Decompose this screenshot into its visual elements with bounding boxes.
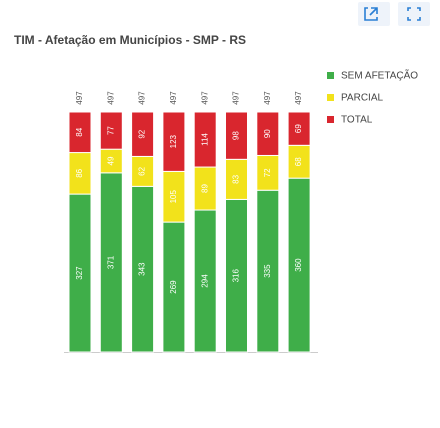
total-label: 497 [169, 91, 178, 105]
bar-segment [287, 111, 311, 146]
total-label: 497 [294, 91, 303, 105]
chart-title: TIM - Afetação em Municípios - SMP - RS [14, 33, 246, 47]
data-label: 69 [294, 124, 303, 133]
data-label: 83 [232, 174, 241, 183]
bar-segment [162, 111, 186, 172]
data-label: 92 [138, 129, 147, 138]
bar-segment [256, 111, 280, 156]
bar-segment [225, 111, 248, 160]
data-label: 114 [200, 133, 209, 146]
legend-swatch [327, 94, 334, 101]
bar-segment [68, 111, 92, 154]
data-label: 105 [169, 190, 178, 204]
total-label: 497 [200, 91, 209, 105]
data-label: 49 [106, 156, 115, 165]
legend-swatch [327, 116, 334, 123]
data-label: 89 [200, 184, 209, 193]
export-button[interactable] [358, 2, 390, 26]
data-label: 123 [169, 134, 178, 148]
data-label: 90 [263, 129, 272, 138]
data-label: 316 [232, 268, 241, 282]
data-label: 84 [75, 127, 84, 136]
data-label: 360 [294, 258, 303, 272]
legend-label: TOTAL [341, 115, 373, 126]
data-label: 98 [232, 131, 241, 140]
toolbar [358, 2, 430, 26]
bar-segment [193, 111, 217, 168]
data-label: 343 [138, 262, 147, 276]
data-label: 294 [200, 274, 209, 288]
data-label: 371 [106, 255, 115, 269]
expand-icon [407, 7, 421, 21]
data-label: 269 [169, 280, 178, 294]
data-label: 86 [75, 168, 84, 177]
export-icon [364, 7, 378, 21]
data-label: 335 [263, 264, 272, 278]
total-label: 497 [75, 91, 84, 105]
total-label: 497 [138, 91, 147, 105]
total-label: 497 [263, 91, 272, 105]
data-label: 62 [138, 166, 147, 175]
data-label: 72 [263, 168, 272, 177]
expand-button[interactable] [398, 2, 430, 26]
total-label: 497 [232, 91, 241, 105]
total-label: 497 [106, 91, 115, 105]
legend-label: SEM AFETAÇÃO [341, 69, 418, 82]
data-label: 68 [294, 157, 303, 166]
data-label: 327 [75, 266, 84, 280]
legend-label: PARCIAL [341, 93, 383, 104]
data-label: 77 [106, 126, 115, 135]
bar-segment [99, 111, 123, 150]
bar-segment [131, 111, 155, 157]
legend-swatch [327, 72, 334, 79]
